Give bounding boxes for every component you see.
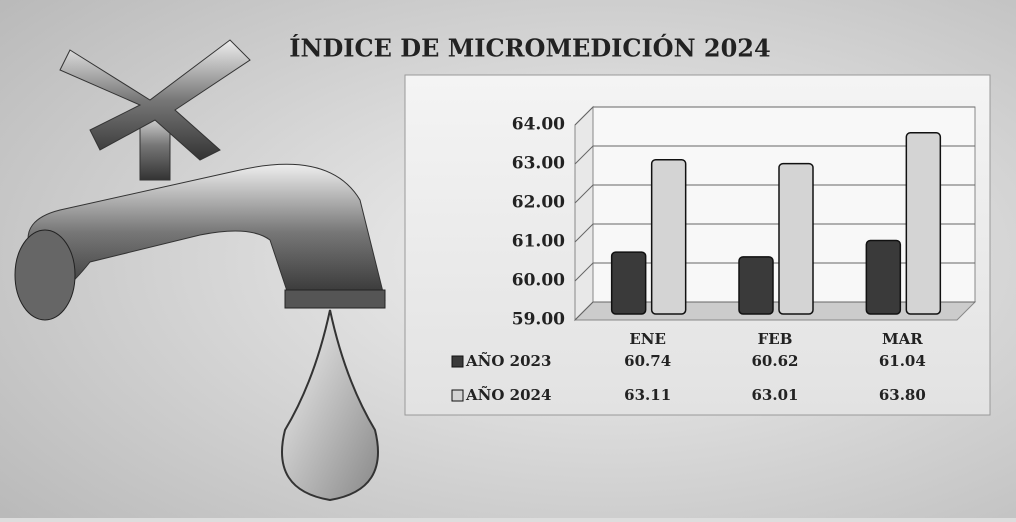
y-tick-label: 62.00 [512, 193, 565, 213]
grid-line [574, 301, 975, 321]
side-wall [574, 105, 594, 322]
legend-label: AÑO 2024 [465, 385, 551, 404]
x-tick-label: MAR [882, 330, 923, 348]
grid-line [574, 106, 975, 126]
y-tick-label: 63.00 [512, 154, 565, 174]
grid-line [574, 184, 975, 204]
table-value: 63.01 [752, 386, 799, 404]
y-tick-label: 61.00 [512, 232, 565, 252]
legend-swatch [451, 389, 464, 402]
x-tick-label: FEB [758, 330, 793, 348]
table-value: 63.11 [624, 386, 671, 404]
bar [778, 162, 814, 315]
bar [738, 256, 774, 315]
table-value: 60.74 [624, 352, 671, 370]
grid-line [574, 145, 975, 165]
bar [905, 132, 942, 315]
faucet [14, 39, 386, 502]
grid-line [574, 223, 975, 243]
y-tick-label: 64.00 [512, 115, 565, 135]
legend-swatch [451, 355, 464, 368]
grid-line [574, 262, 975, 282]
y-tick-label: 59.00 [512, 310, 565, 330]
bar [650, 158, 687, 315]
table-value: 63.80 [879, 386, 926, 404]
y-tick-label: 60.00 [512, 271, 565, 291]
table-value: 60.62 [752, 352, 799, 370]
x-tick-label: ENE [629, 330, 666, 348]
bar [610, 251, 647, 315]
chart-title: ÍNDICE DE MICROMEDICIÓN 2024 [289, 34, 770, 63]
table-value: 61.04 [879, 352, 926, 370]
bar [865, 239, 902, 315]
legend-label: AÑO 2023 [465, 351, 551, 370]
